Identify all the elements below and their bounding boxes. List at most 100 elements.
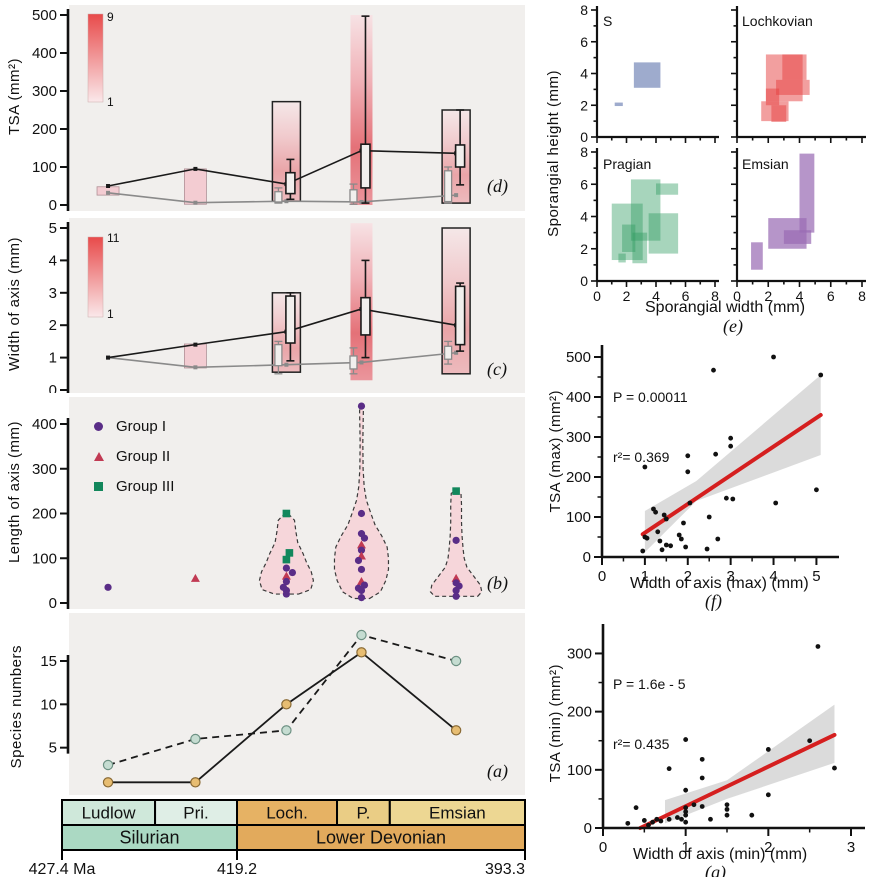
svg-text:400: 400 [32,45,57,62]
panel-c-tag: (c) [487,359,507,379]
panel-g-plot: 0 100 200 300 0 1 2 3 [567,624,865,856]
svg-text:300: 300 [566,429,591,446]
panel-d-tag: (d) [487,176,508,196]
panel-c-plot: 0 1 2 3 4 5 [49,218,525,393]
panel-a: 5 10 15 Species numbers (a) [0,611,535,797]
legend-label: Group III [116,477,175,495]
panel-g-ylabel: TSA (min) (mm²) [547,664,564,783]
svg-text:Ludlow: Ludlow [82,804,137,823]
subpanel-s-label: S [603,13,613,29]
svg-text:8: 8 [580,144,588,160]
panel-a-tag: (a) [487,761,508,781]
svg-text:2: 2 [623,288,631,304]
svg-text:1: 1 [641,568,649,585]
svg-text:4: 4 [796,288,804,304]
svg-text:200: 200 [32,506,57,523]
group1-circle-icon [94,421,103,431]
legend-label: Group II [116,447,171,465]
panel-d-plot: 0 100 200 300 400 500 [32,5,525,214]
svg-text:4: 4 [580,209,588,225]
svg-text:2: 2 [764,839,772,856]
panel-a-plot: 5 10 15 [40,613,525,795]
panel-f-tag: (f) [705,591,722,611]
panel-f-ylabel: TSA (max) (mm²) [547,390,564,513]
panel-d-ylabel: TSA (mm²) [6,58,23,135]
panel-c: 0 1 2 3 4 5 Width of axis (mm) 11 1 (c) [0,215,535,393]
svg-text:5: 5 [812,568,820,585]
svg-text:6: 6 [682,288,690,304]
panel-f-xlabel: Width of axis (max) (mm) [630,575,809,592]
panel-e-xlabel: Sporangial width (mm) [645,299,806,316]
panel-f-plot: 0 100 200 300 400 500 0 1 2 3 4 5 [566,345,839,585]
panel-b-tag: (b) [487,573,508,593]
svg-text:3: 3 [726,568,734,585]
svg-text:5: 5 [49,740,57,757]
svg-text:300: 300 [567,645,592,662]
svg-text:2: 2 [764,288,772,304]
panel-g-xlabel: Width of axis (min) (mm) [633,846,808,863]
svg-text:2: 2 [580,241,588,257]
panel-f: 0 100 200 300 400 500 0 1 2 3 4 5 TSA (max) (mm²) P… [545,335,869,612]
panel-a-ylabel: Species numbers [8,645,25,769]
panel-b-plot: 0 100 200 300 400 [32,397,525,611]
panel-b-legend: Group I Group II Group III [92,411,174,501]
timescale-plot: Ludlow Pri. Loch. P. Emsian Silurian Lower Dev… [29,799,526,877]
svg-text:Lower Devonian: Lower Devonian [316,828,446,848]
panel-b-ylabel: Length of axis (mm) [6,421,23,564]
svg-text:8: 8 [711,288,719,304]
legend-row: Group II [92,441,174,471]
svg-text:0: 0 [598,568,606,585]
svg-text:P.: P. [356,804,370,823]
legend-row: Group I [92,411,174,441]
panel-b: 0 100 200 300 400 Length of axis (mm) Group … [0,393,535,611]
r-squared: r²= 0.435 [613,736,670,752]
panel-e-ylabel: Sporangial height (mm) [545,70,562,237]
svg-text:5: 5 [49,220,57,237]
svg-text:0: 0 [49,382,57,393]
colorbar-min-label: 1 [107,95,114,109]
panel-d: 0 100 200 300 400 500 TSA (mm²) 9 1 (d) [0,0,535,215]
panel-g-tag: (g) [705,862,726,877]
svg-text:6: 6 [580,34,588,50]
colorbar-max-label: 11 [107,231,120,245]
svg-text:1: 1 [681,839,689,856]
panel-g: 0 100 200 300 0 1 2 3 TSA (min) (mm²) P = 1.6e … [545,612,869,877]
svg-text:100: 100 [32,159,57,176]
colorbar-max-label: 9 [107,10,114,24]
panel-e-tag: (e) [723,316,743,336]
svg-text:10: 10 [40,696,57,713]
legend-label: Group I [116,417,167,435]
subpanel-lochkovian-label: Lochkovian [742,13,813,29]
subpanel-emsian-label: Emsian [742,156,789,172]
svg-text:400: 400 [566,389,591,406]
svg-text:4: 4 [769,568,777,585]
svg-text:4: 4 [652,288,660,304]
svg-text:100: 100 [32,550,57,567]
svg-text:393.3: 393.3 [485,861,525,877]
svg-text:300: 300 [32,461,57,478]
r-squared: r²= 0.369 [613,449,670,465]
svg-text:8: 8 [580,2,588,18]
colorbar-min-label: 1 [107,307,114,321]
svg-text:400: 400 [32,416,57,433]
svg-text:2: 2 [684,568,692,585]
svg-text:0: 0 [580,273,588,289]
svg-text:200: 200 [32,121,57,138]
svg-text:4: 4 [580,66,588,82]
svg-text:100: 100 [566,509,591,526]
svg-text:3: 3 [49,285,57,302]
svg-text:0: 0 [583,549,591,566]
svg-text:500: 500 [566,349,591,366]
svg-text:0: 0 [580,129,588,145]
svg-text:1: 1 [49,350,57,367]
svg-text:2: 2 [49,317,57,334]
svg-text:0: 0 [49,197,57,214]
svg-text:200: 200 [566,469,591,486]
legend-row: Group III [92,471,174,501]
svg-text:Pri.: Pri. [183,804,209,823]
svg-text:427.4 Ma: 427.4 Ma [29,861,96,877]
subpanel-pragian-label: Pragian [603,156,652,172]
svg-text:0: 0 [584,820,592,837]
svg-text:0: 0 [49,595,57,611]
